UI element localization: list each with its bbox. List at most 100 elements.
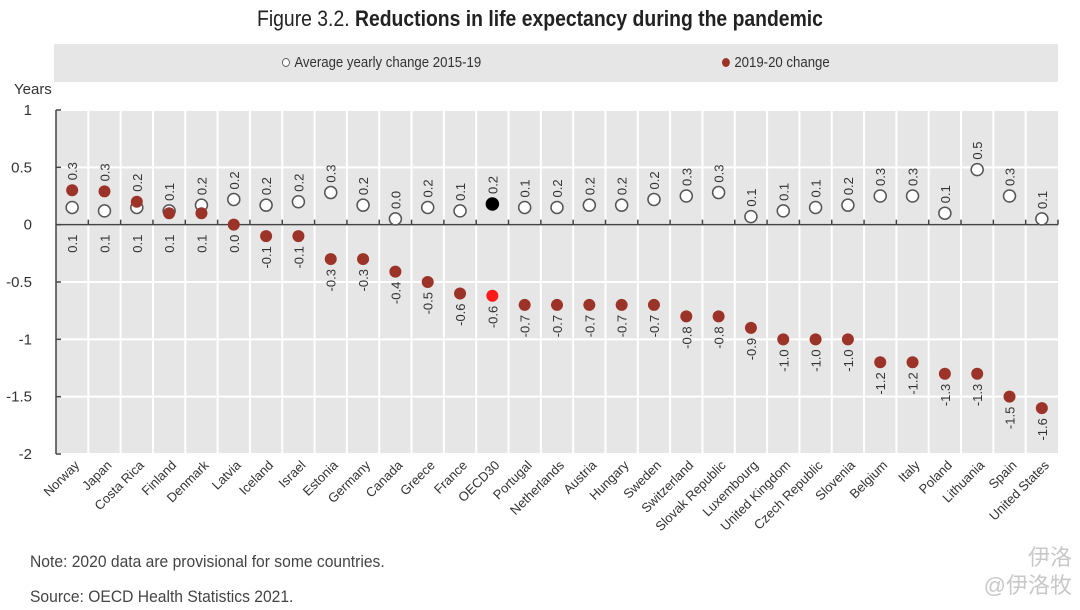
data-label-lower: 0.1 [97,235,112,253]
legend-label-avg: Average yearly change 2015-19 [294,54,482,71]
x-tick-label: Canada [363,457,406,500]
change-2019-20-point [938,367,951,380]
data-label-upper: 0.2 [550,179,565,197]
figure-title: Reductions in life expectancy during the… [354,6,823,31]
x-tick-label: Iceland [236,458,276,498]
y-tick-label: -0.5 [6,274,32,291]
avg-2015-19-point [808,200,823,215]
data-label-lower: -0.1 [259,246,274,268]
data-label-lower: 0.1 [130,235,145,253]
change-2019-20-point [809,333,822,346]
data-label-upper: 0.2 [356,177,371,195]
legend-item-change: 2019-20 change [722,54,830,71]
avg-2015-19-point [873,189,887,203]
avg-2015-19-point [647,192,661,207]
figure-number: Figure 3.2. [257,6,350,31]
y-tick-label: 0.5 [11,159,32,176]
data-label-lower: -1.0 [776,349,791,371]
data-label-lower: -1.0 [809,349,824,371]
data-label-lower: -1.3 [938,384,953,406]
data-label-lower: -0.7 [615,315,630,337]
data-label-lower: -0.8 [679,326,694,348]
x-tick-label: Italy [895,457,923,485]
data-label-lower: -1.6 [1035,418,1050,440]
data-label-upper: 0.3 [97,163,112,181]
data-label-upper: 0.3 [712,164,727,182]
change-2019-20-point [551,298,563,311]
data-label-lower: -0.8 [712,326,727,348]
avg-2015-19-point [679,189,694,203]
data-label-lower: -0.7 [518,315,533,337]
data-label-lower: 0.1 [65,235,80,253]
data-label-lower: -1.2 [873,372,888,394]
avg-2015-19-point [905,189,920,203]
data-label-lower: -1.5 [1003,407,1018,429]
avg-2015-19-point [711,185,726,200]
chart-note: Note: 2020 data are provisional for some… [30,552,385,571]
legend-label-change: 2019-20 change [734,54,830,71]
data-label-upper: 0.3 [873,168,888,186]
data-label-upper: 0.2 [291,174,306,192]
change-2019-20-point [841,333,854,346]
watermark: 伊洛 @伊洛牧 [984,544,1072,600]
avg-2015-19-point [776,204,791,218]
change-2019-20-point [1035,402,1048,415]
change-2019-20-point [227,218,240,231]
watermark-line2: @伊洛牧 [983,573,1072,598]
avg-2015-19-point [938,206,952,220]
data-label-lower: 0.1 [162,235,177,253]
change-2019-20-point [292,230,305,243]
data-label-upper: 0.2 [421,179,436,197]
change-2019-20-point [195,207,208,220]
avg-2015-19-point [453,204,467,218]
open-circle-icon [282,58,290,67]
change-2019-20-point [260,230,273,243]
data-label-lower: -1.0 [841,349,856,371]
change-2019-20-point [712,310,725,323]
avg-2015-19-point [291,194,306,209]
y-tick-label: -2 [19,446,32,463]
data-label-lower: -0.3 [356,269,371,291]
data-label-upper: 0.2 [130,174,145,192]
avg-2015-19-point [97,204,112,218]
data-label-lower: -1.2 [906,372,921,394]
axes [55,109,1059,455]
change-2019-20-point [971,367,984,380]
legend: Average yearly change 2015-19 2019-20 ch… [54,44,1058,82]
data-label-lower: -0.7 [550,315,565,337]
data-label-lower: -0.6 [485,306,500,328]
data-label-upper: 0.1 [1035,191,1050,209]
data-label-lower: -0.9 [744,338,759,360]
y-tick-labels: 1 0.5 0 -0.5 -1 -1.5 -2 [6,102,32,463]
data-labels: 0.3 0.1 0.3 0.1 0.2 0.1 0.1 0.1 0.2 0.1 0.2 0.0 0.2 -… [65,142,1050,441]
y-tick-label: -1 [19,331,32,348]
change-2019-20-point [777,333,790,346]
change-2019-20-point [421,276,434,288]
chart-title: Figure 3.2. Reductions in life expectanc… [65,6,1015,32]
series-change-2019-20 [66,184,1048,415]
data-label-lower: 0.1 [194,235,209,253]
data-label-lower: -0.7 [647,315,662,337]
change-2019-20-point [486,289,499,302]
y-tick-label: 1 [24,102,32,119]
avg-2015-19-point [65,200,79,215]
data-label-upper: 0.3 [679,168,694,186]
data-label-upper: 0.1 [744,189,759,207]
chart-svg: Years 1 0.5 0 -0.5 -1 -1.5 -2 NorwayJapanCosta… [6,81,1059,534]
data-label-upper: 0.1 [162,183,177,201]
change-2019-20-point [357,253,370,266]
change-2019-20-point [906,356,919,369]
x-tick-label: Greece [397,458,438,499]
avg-2015-19-point [582,198,597,212]
change-2019-20-point [324,253,337,266]
change-2019-20-point [98,185,111,198]
data-label-upper: 0.2 [227,171,242,189]
avg-2015-19-point [1035,212,1049,226]
data-label-upper: 0.2 [615,177,630,195]
change-2019-20-point [130,195,143,208]
watermark-line1: 伊洛 [1027,545,1072,570]
data-label-lower: -0.6 [453,303,468,325]
change-2019-20-point [874,356,887,369]
change-2019-20-point [647,298,660,311]
